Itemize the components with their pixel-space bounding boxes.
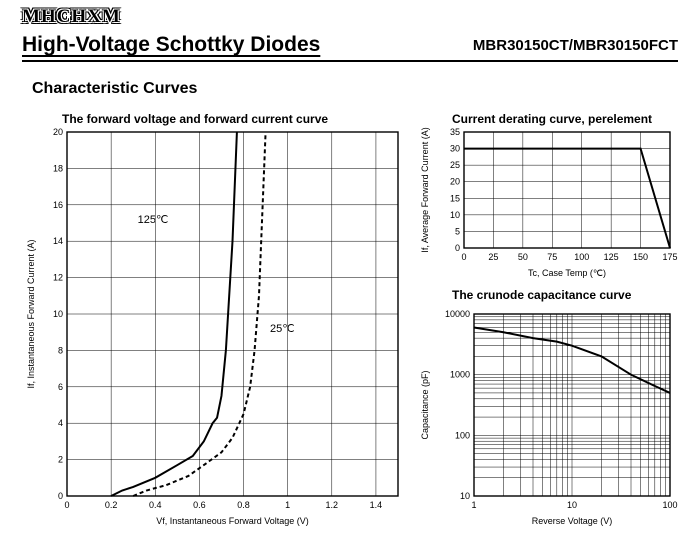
section-title: Characteristic Curves: [32, 80, 197, 98]
svg-text:1.4: 1.4: [370, 500, 383, 510]
svg-text:125℃: 125℃: [138, 214, 169, 226]
svg-text:0.8: 0.8: [237, 500, 250, 510]
svg-text:18: 18: [53, 163, 63, 173]
svg-text:12: 12: [53, 273, 63, 283]
svg-text:100: 100: [662, 500, 677, 510]
svg-text:Capacitance (pF): Capacitance (pF): [420, 370, 430, 439]
svg-text:10: 10: [567, 500, 577, 510]
chart-derating: 0 25 50 75 100 125 150 175 0 5 10 15 20 25 30 35 Tc, Cas…: [416, 126, 680, 278]
svg-text:0: 0: [58, 491, 63, 501]
svg-text:1.2: 1.2: [326, 500, 339, 510]
svg-text:1: 1: [285, 500, 290, 510]
svg-text:0.2: 0.2: [105, 500, 118, 510]
svg-text:Tc, Case Temp (℃): Tc, Case Temp (℃): [528, 268, 606, 278]
title-row: High-Voltage Schottky Diodes MBR30150CT/…: [22, 33, 678, 57]
svg-text:10: 10: [450, 210, 460, 220]
svg-text:150: 150: [633, 252, 648, 262]
svg-text:25: 25: [450, 160, 460, 170]
svg-text:1000: 1000: [450, 370, 470, 380]
svg-text:2: 2: [58, 455, 63, 465]
svg-text:35: 35: [450, 127, 460, 137]
main-title: High-Voltage Schottky Diodes: [22, 33, 320, 57]
svg-text:25℃: 25℃: [270, 323, 295, 335]
svg-text:25: 25: [488, 252, 498, 262]
svg-text:1: 1: [471, 500, 476, 510]
svg-text:175: 175: [662, 252, 677, 262]
svg-text:16: 16: [53, 200, 63, 210]
chart-forward-voltage: 0 0.2 0.4 0.6 0.8 1 1.2 1.4 0 2 4 6 8 10 12 14 16 18 20 Vf,…: [22, 126, 408, 526]
svg-text:15: 15: [450, 193, 460, 203]
svg-text:0: 0: [64, 500, 69, 510]
svg-text:Reverse Voltage (V): Reverse Voltage (V): [532, 516, 613, 526]
svg-text:14: 14: [53, 236, 63, 246]
svg-text:If, Average Forward Current (A: If, Average Forward Current (A): [420, 127, 430, 252]
brand-logo: MHCHXM: [22, 6, 121, 28]
title-underline: [22, 60, 678, 62]
svg-text:0: 0: [461, 252, 466, 262]
svg-text:If, Instantaneous Forward Curr: If, Instantaneous Forward Current (A): [26, 239, 36, 388]
svg-text:Vf, Instantaneous Forward Volt: Vf, Instantaneous Forward Voltage (V): [156, 516, 309, 526]
chart-capacitance: 11010010100100010000Reverse Voltage (V)C…: [416, 300, 680, 526]
svg-text:4: 4: [58, 418, 63, 428]
svg-text:30: 30: [450, 144, 460, 154]
part-number: MBR30150CT/MBR30150FCT: [473, 37, 678, 54]
svg-text:5: 5: [455, 226, 460, 236]
svg-text:8: 8: [58, 345, 63, 355]
svg-text:100: 100: [574, 252, 589, 262]
svg-text:125: 125: [604, 252, 619, 262]
svg-text:50: 50: [518, 252, 528, 262]
svg-text:20: 20: [53, 127, 63, 137]
svg-text:10: 10: [53, 309, 63, 319]
chart1-title: The forward voltage and forward current …: [62, 112, 328, 126]
svg-text:100: 100: [455, 430, 470, 440]
svg-text:0: 0: [455, 243, 460, 253]
svg-text:20: 20: [450, 177, 460, 187]
svg-text:0.4: 0.4: [149, 500, 162, 510]
svg-text:6: 6: [58, 382, 63, 392]
svg-text:0.6: 0.6: [193, 500, 206, 510]
svg-text:75: 75: [547, 252, 557, 262]
chart2-title: Current derating curve, perelement: [452, 112, 652, 126]
svg-text:10000: 10000: [445, 309, 470, 319]
svg-text:10: 10: [460, 491, 470, 501]
